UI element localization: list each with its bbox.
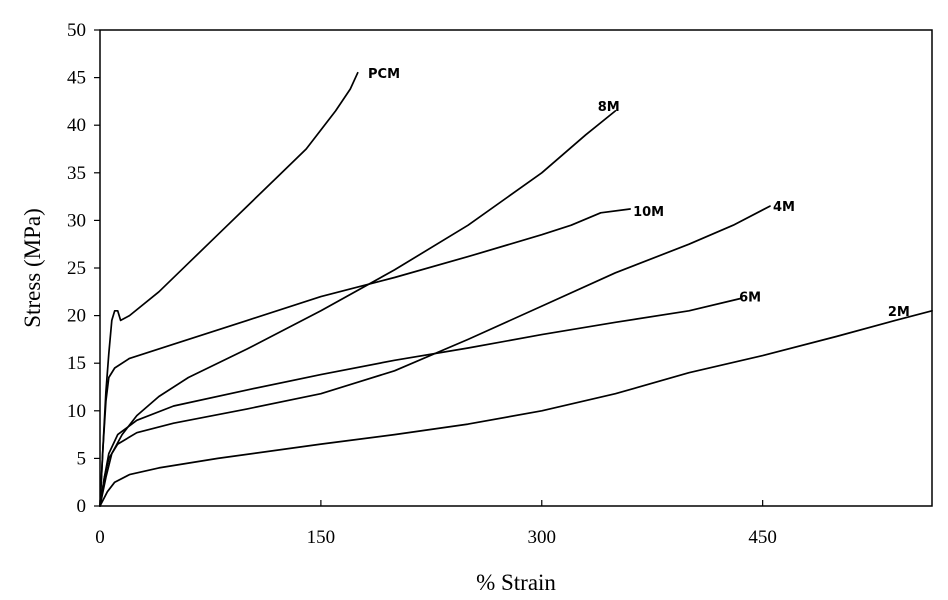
series-line-pcm (99, 71, 359, 507)
y-tick-label: 0 (77, 496, 87, 517)
x-axis-title: % Strain (476, 570, 556, 595)
y-tick-label: 30 (67, 210, 86, 231)
series-label-4m: 4M (773, 200, 795, 215)
y-tick-label: 35 (67, 163, 86, 184)
y-tick-label: 50 (67, 20, 86, 41)
y-tick-label: 15 (67, 353, 86, 374)
x-tick-label: 300 (528, 527, 557, 548)
y-tick-label: 45 (67, 68, 86, 89)
series-line-2m (99, 309, 933, 507)
y-tick-label: 40 (67, 115, 86, 136)
y-tick-label: 20 (67, 306, 86, 327)
series-labels: PCM 8M 10M 4M 6M 2M (368, 67, 910, 320)
y-tick-label: 5 (77, 448, 87, 469)
y-axis-title: Stress (MPa) (20, 208, 45, 327)
axis-ticks: 0 150 300 450 0 5 10 15 20 25 30 35 40 45 50 (67, 20, 777, 548)
series-line-6m (99, 297, 742, 507)
series-label-10m: 10M (633, 205, 664, 220)
y-tick-label: 25 (67, 258, 86, 279)
series-label-6m: 6M (739, 291, 761, 306)
series-line-4m (99, 205, 771, 507)
x-tick-label: 150 (307, 527, 336, 548)
x-tick-label: 0 (95, 527, 105, 548)
series-label-8m: 8M (598, 100, 620, 115)
series-label-pcm: PCM (368, 67, 400, 82)
x-tick-label: 450 (748, 527, 777, 548)
series-label-2m: 2M (888, 305, 910, 320)
plot-frame (99, 29, 933, 507)
y-tick-label: 10 (67, 401, 86, 422)
series-lines (99, 71, 933, 507)
series-line-10m (99, 208, 631, 507)
